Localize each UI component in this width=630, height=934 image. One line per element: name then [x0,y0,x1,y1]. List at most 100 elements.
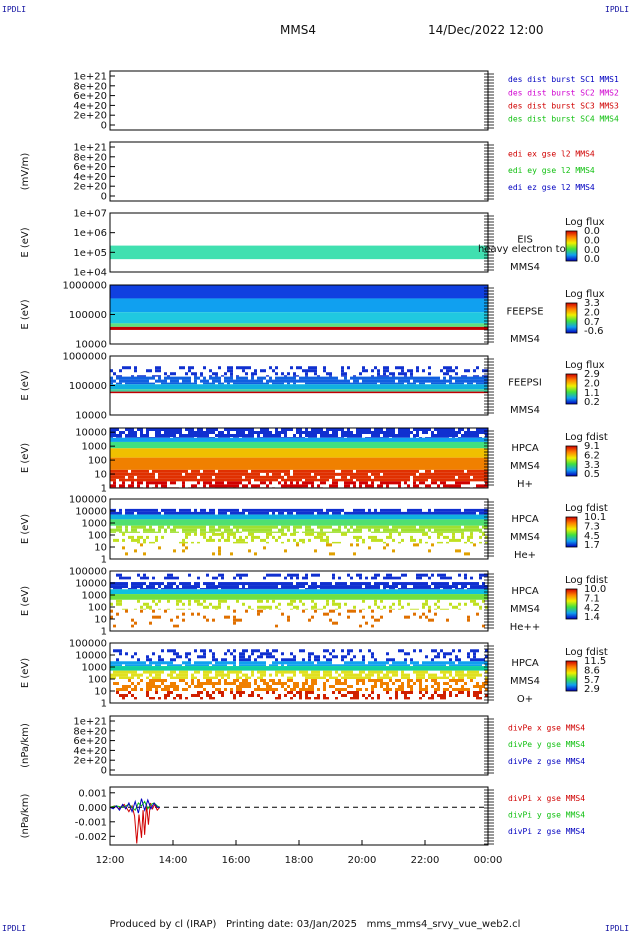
heatmap-cell [194,525,197,529]
heatmap-cell [221,532,224,536]
heatmap-cell [245,664,248,667]
heatmap-cell [338,691,341,694]
heatmap-cell [368,511,371,515]
heatmap-cell [116,382,119,385]
heatmap-cell [218,382,221,385]
heatmap-cell [239,688,242,691]
heatmap-cell [383,372,386,376]
heatmap-cell [152,682,155,685]
heatmap-cell [293,484,296,488]
heatmap-cell [389,658,392,662]
heatmap-cell [185,437,188,438]
heatmap-cell [446,585,449,589]
heatmap-cell [224,599,227,603]
heatmap-cell [377,431,380,434]
heatmap-cell [188,573,191,577]
heatmap-cell [368,379,371,383]
heatmap-cell [170,469,173,473]
heatmap-cell [398,469,401,473]
heatmap-cell [308,664,311,667]
heatmap-cell [209,697,212,700]
heatmap-cell [263,585,266,589]
heatmap-cell [212,437,215,438]
heatmap-cell [416,428,419,431]
heatmap-cell [413,664,416,667]
heatmap-cell [308,525,311,529]
colorbar-tick: 0.2 [584,397,600,408]
heatmap-cell [167,673,170,677]
heatmap-cell [452,664,455,667]
heatmap-cell [437,508,440,512]
heatmap-cell [227,605,230,609]
heatmap-cell [203,478,206,482]
heatmap-cell [356,472,359,476]
heatmap-cell [149,428,152,431]
heatmap-cell [194,431,197,434]
heatmap-cell [401,538,404,542]
heatmap-cell [458,511,461,515]
heatmap-cell [221,673,224,677]
heatmap-cell [449,508,452,512]
heatmap-cell [344,664,347,667]
heatmap-cell [431,543,434,547]
heatmap-cell [314,366,317,370]
heatmap-cell [152,652,155,656]
heatmap-cell [263,428,266,431]
heatmap-cell [212,652,215,656]
heatmap-cell [434,649,437,653]
heatmap-cell [272,434,275,437]
heatmap-cell [140,511,143,515]
heatmap-band [110,441,488,449]
heatmap-cell [413,428,416,431]
heatmap-cell [350,437,353,438]
heatmap-cell [122,431,125,434]
heatmap-cell [203,661,206,665]
heatmap-cell [122,676,125,679]
heatmap-cell [191,525,194,529]
heatmap-cell [182,484,185,488]
heatmap-cell [218,484,221,488]
heatmap-cell [344,511,347,515]
heatmap-cell [248,588,251,590]
heatmap-cell [362,682,365,685]
heatmap-cell [326,602,329,606]
heatmap-cell [281,532,284,536]
heatmap-cell [350,664,353,667]
heatmap-cell [473,676,476,679]
heatmap-cell [401,670,404,674]
heatmap-cell [380,431,383,434]
heatmap-cell [329,475,332,479]
heatmap-cell [293,472,296,476]
heatmap-cell [413,649,416,653]
heatmap-cell [173,528,176,532]
heatmap-cell [275,538,278,542]
heatmap-cell [476,382,479,385]
heatmap-cell [185,528,188,532]
heatmap-cell [191,472,194,476]
heatmap-cell [143,576,146,580]
heatmap-cell [377,376,380,380]
heatmap-cell [401,372,404,376]
heatmap-cell [299,508,302,512]
heatmap-cell [434,676,437,679]
heatmap-cell [305,511,308,515]
heatmap-cell [260,697,263,700]
heatmap-cell [335,541,338,544]
heatmap-cell [371,673,374,677]
ytick-label: 1000000 [62,281,107,292]
ytick-label: 2e+20 [73,182,107,193]
heatmap-cell [281,673,284,677]
heatmap-cell [410,372,413,376]
heatmap-cell [281,685,284,688]
heatmap-cell [338,428,341,431]
heatmap-cell [416,673,419,677]
heatmap-cell [236,582,239,586]
heatmap-cell [281,469,284,473]
heatmap-cell [290,608,293,610]
heatmap-cell [326,508,329,512]
heatmap-cell [425,531,428,533]
heatmap-cell [110,585,113,589]
heatmap-cell [434,602,437,606]
heatmap-cell [335,478,338,482]
heatmap-cell [206,437,209,438]
